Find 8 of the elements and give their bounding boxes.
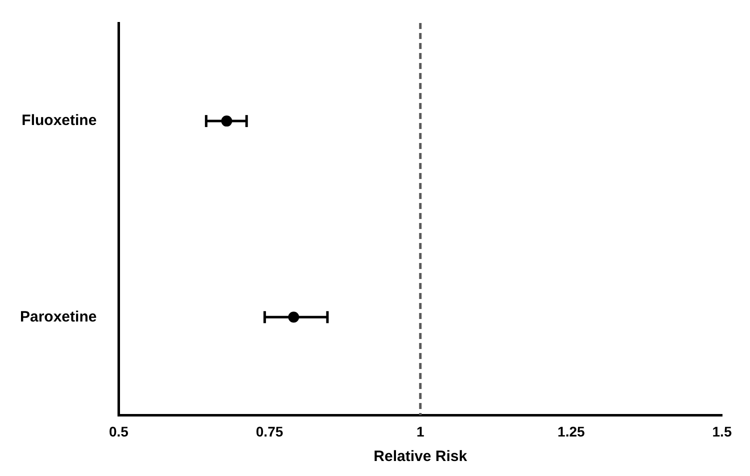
x-tick-label: 0.5: [108, 423, 129, 440]
y-tick-label: Fluoxetine: [22, 112, 97, 130]
x-tick-label: 1.5: [712, 423, 732, 440]
x-tick-label: 1.25: [558, 423, 586, 440]
x-tick-label: 0.75: [256, 423, 284, 440]
x-tick-label: 1: [416, 423, 424, 440]
x-axis-title: Relative Risk: [374, 448, 468, 466]
y-tick-label: Paroxetine: [20, 308, 97, 326]
